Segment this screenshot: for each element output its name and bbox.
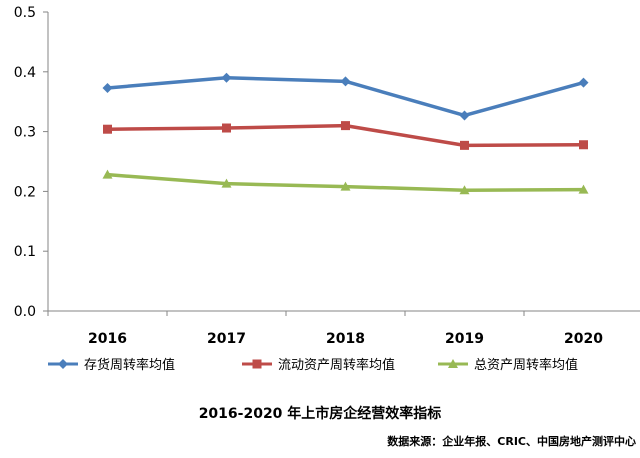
data-point [341, 121, 350, 131]
data-point [578, 184, 589, 194]
data-point [459, 110, 470, 121]
data-point [103, 124, 112, 134]
x-tick-label: 2020 [564, 331, 603, 347]
series-3 [102, 169, 589, 195]
chart-title: 2016-2020 年上市房企经营效率指标 [199, 405, 442, 422]
axes [47, 12, 640, 312]
data-point [102, 82, 113, 93]
legend: 存货周转率均值 流动资产周转率均值 总资产周转率均值 [48, 357, 578, 373]
legend-item: 存货周转率均值 [48, 357, 175, 373]
y-axis-ticks: 0.0 0.1 0.2 0.3 0.4 0.5 [14, 5, 48, 320]
chart-source: 数据来源：企业年报、CRIC、中国房地产测评中心 [387, 434, 636, 448]
legend-label: 流动资产周转率均值 [278, 357, 395, 373]
y-tick-label: 0.1 [14, 244, 36, 260]
y-tick-label: 0.0 [14, 304, 36, 320]
legend-marker [448, 359, 458, 368]
legend-item: 流动资产周转率均值 [242, 357, 395, 373]
series-layer [102, 72, 589, 195]
x-tick-label: 2019 [445, 331, 484, 347]
series-2 [103, 121, 588, 150]
x-axis-ticks: 2016 2017 2018 2019 2020 [47, 311, 603, 347]
legend-label: 总资产周转率均值 [474, 357, 578, 373]
data-point [459, 185, 470, 195]
y-tick-label: 0.3 [14, 125, 36, 141]
series-1 [102, 72, 589, 121]
x-tick-label: 2017 [207, 331, 246, 347]
y-tick-label: 0.4 [14, 65, 36, 81]
data-point [221, 178, 232, 188]
data-point [221, 72, 232, 83]
y-tick-label: 0.5 [14, 5, 36, 21]
legend-item: 总资产周转率均值 [438, 357, 578, 373]
data-point [340, 181, 351, 191]
data-point [579, 140, 588, 150]
data-point [102, 169, 113, 179]
data-point [222, 123, 231, 133]
data-point [578, 77, 589, 88]
legend-label: 存货周转率均值 [84, 357, 175, 373]
legend-marker [252, 359, 262, 369]
legend-marker [58, 359, 68, 369]
x-tick-label: 2018 [326, 331, 365, 347]
data-point [340, 76, 351, 87]
x-tick-label: 2016 [88, 331, 127, 347]
data-point [460, 140, 469, 150]
y-tick-label: 0.2 [14, 184, 36, 200]
